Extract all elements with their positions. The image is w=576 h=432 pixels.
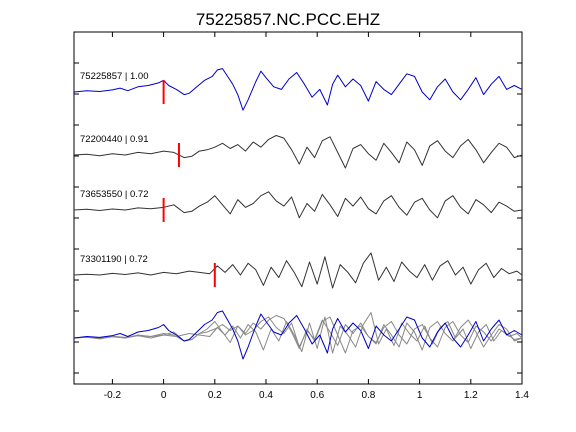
x-tick-label: 1.2 xyxy=(464,390,478,401)
x-axis: -0.2 0 0.2 0.4 0.6 0.8 1 1.2 1.4 xyxy=(104,32,529,401)
trace-label-3: 73653550 | 0.72 xyxy=(80,189,149,200)
plot-frame xyxy=(73,31,523,385)
overlay-trace-2 xyxy=(73,315,523,354)
x-tick-label: 0 xyxy=(161,390,167,401)
overlay-trace-1 xyxy=(73,310,523,360)
x-tick-label: 1 xyxy=(417,390,423,401)
x-tick-label: 0.8 xyxy=(361,390,375,401)
trace-label-2: 72200440 | 0.91 xyxy=(80,134,149,145)
trace-line-1 xyxy=(73,68,523,111)
chart-title: 75225857.NC.PCC.EHZ xyxy=(196,10,380,29)
trace-line-3 xyxy=(73,191,523,219)
x-tick-label: -0.2 xyxy=(104,390,122,401)
x-tick-label: 0.2 xyxy=(208,390,222,401)
x-tick-label: 0.4 xyxy=(259,390,273,401)
trace-label-1: 75225857 | 1.00 xyxy=(80,71,149,82)
y-axis-ticks xyxy=(74,62,522,374)
overlay-trace-group xyxy=(73,310,523,360)
trace-line-4 xyxy=(73,252,523,289)
x-tick-label: 1.4 xyxy=(515,390,529,401)
trace-label-group: 75225857 | 1.00 72200440 | 0.91 73653550 |… xyxy=(80,71,149,265)
x-tick-label: 0.6 xyxy=(310,390,324,401)
trace-line-2 xyxy=(73,135,523,169)
trace-label-4: 73301190 | 0.72 xyxy=(80,254,148,265)
overlay-trace-4 xyxy=(73,312,523,354)
trace-group xyxy=(73,68,523,289)
